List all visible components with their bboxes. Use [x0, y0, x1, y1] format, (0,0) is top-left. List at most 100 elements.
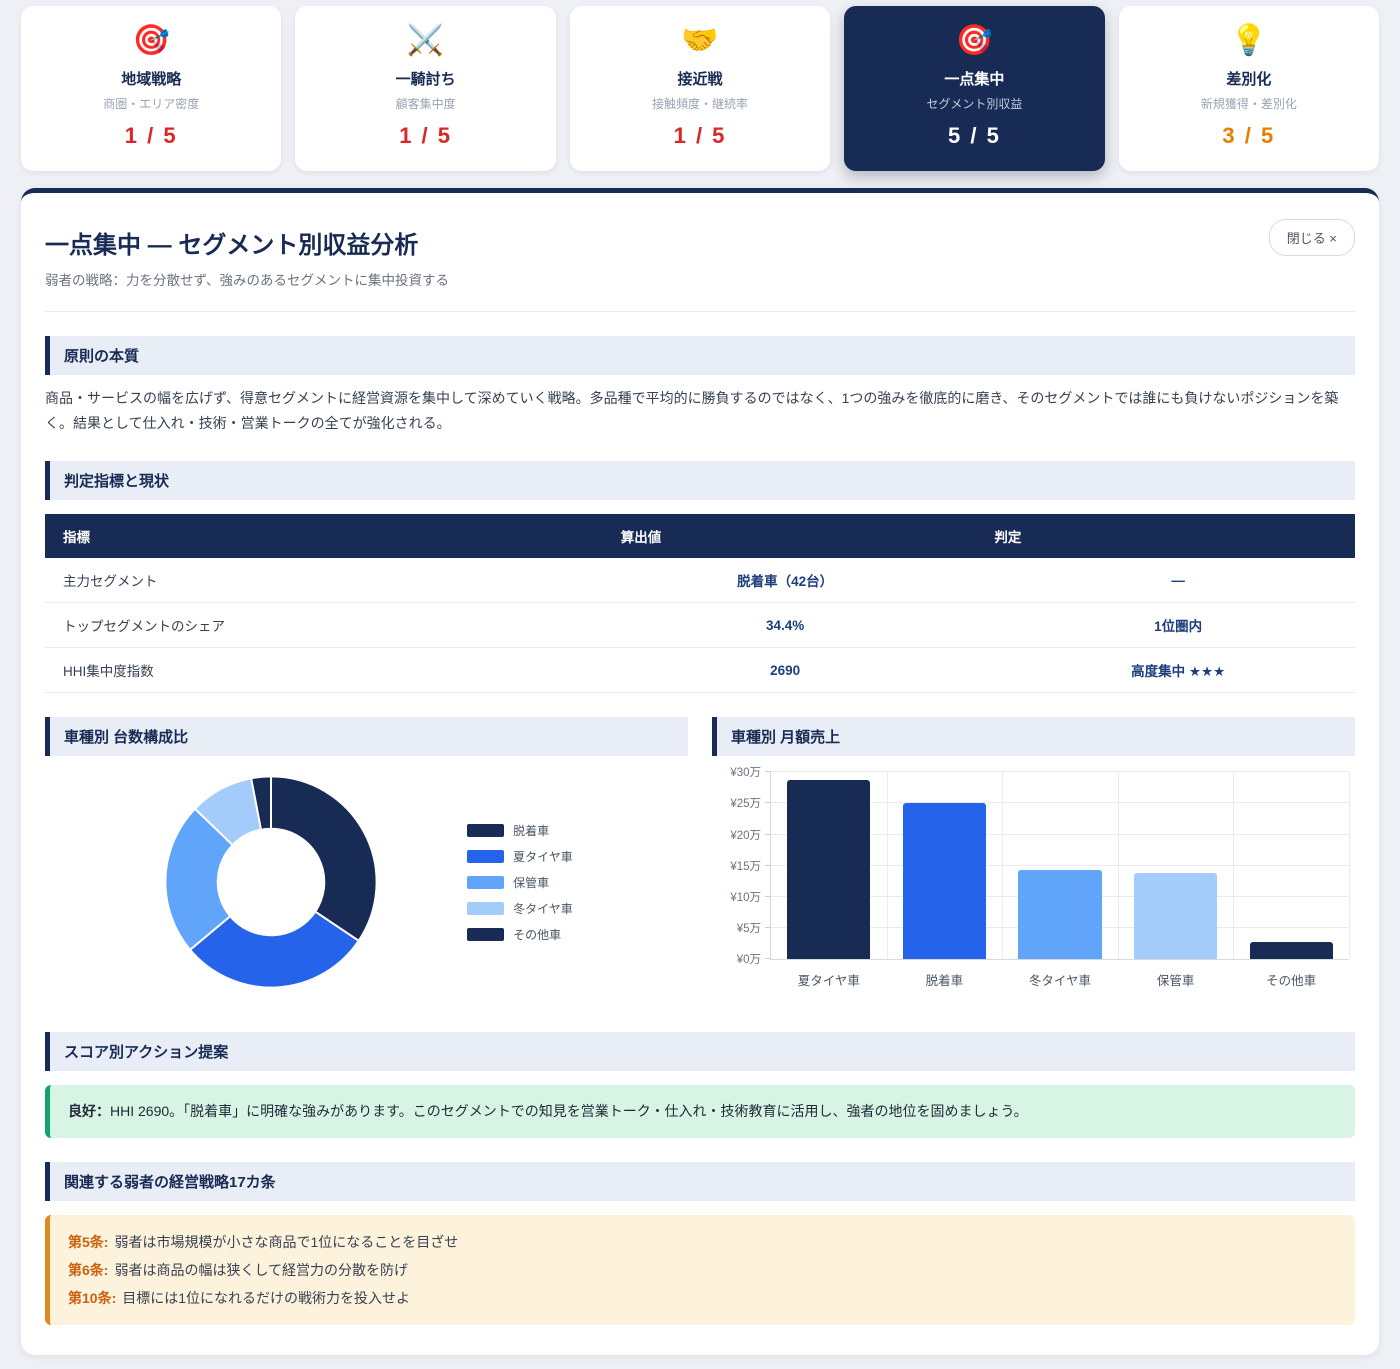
card-subtitle: 接触頻度・継続率: [652, 96, 749, 111]
legend-label: 保管車: [513, 875, 550, 890]
card-title: 一点集中: [944, 70, 1005, 88]
donut-legend: 脱着車 夏タイヤ車 保管車 冬タイヤ車: [467, 822, 573, 943]
h-gridline: [771, 864, 1349, 866]
metric-value: 2690: [770, 662, 801, 678]
h-gridline: [771, 771, 1349, 773]
metric-name: トップセグメントのシェア: [63, 619, 225, 635]
y-axis-label: ¥5万: [736, 923, 761, 936]
legend-chip: [467, 849, 505, 863]
article-line: 第5条: 弱者は市場規模が小さな商品で1位になることを目ざせ: [68, 1228, 1337, 1256]
crossed-swords-icon: ⚔️: [406, 24, 445, 57]
article-number-label: 第10条:: [68, 1289, 117, 1306]
page-subtitle: 弱者の戦略：力を分散せず、強みのあるセグメントに集中投資する: [45, 272, 450, 288]
metric-name: HHI集中度指数: [63, 664, 154, 680]
article-number-label: 第6条:: [68, 1261, 109, 1278]
panel-header: 一点集中 ― セグメント別収益分析 弱者の戦略：力を分散せず、強みのあるセグメン…: [45, 218, 1355, 289]
metric-value: 脱着車（42台）: [737, 574, 834, 590]
donut-chart-svg: [164, 775, 378, 989]
table-row: トップセグメントのシェア 34.4% 1位圏内: [45, 603, 1355, 649]
metric-value: 34.4%: [766, 617, 805, 633]
legend-item[interactable]: 冬タイヤ車: [467, 900, 573, 917]
legend-item[interactable]: その他車: [467, 926, 573, 943]
article-text: 弱者は商品の幅は狭くして経営力の分散を防げ: [114, 1261, 409, 1278]
article-text: 目標には1位になれるだけの戦術力を投入せよ: [122, 1289, 411, 1306]
card-title: 地域戦略: [121, 70, 182, 88]
y-tick: [765, 958, 771, 960]
h-gridline: [771, 802, 1349, 804]
card-close-combat[interactable]: 🤝 接近戦 接触頻度・継続率 1 / 5: [569, 6, 831, 171]
legend-label: 脱着車: [513, 823, 550, 838]
h-gridline: [771, 833, 1349, 835]
charts-row: 車種別 台数構成比 脱着車 夏タイヤ車 保管車: [45, 717, 1355, 1008]
header-divider: [45, 310, 1355, 312]
table-row: HHI集中度指数 2690 高度集中 ★★★: [45, 648, 1355, 694]
table-header-row: 指標 算出値 判定: [45, 514, 1355, 559]
y-axis-label: ¥10万: [730, 891, 761, 904]
card-title: 差別化: [1226, 70, 1272, 88]
x-axis-label: 冬タイヤ車: [1028, 974, 1092, 989]
card-differentiation[interactable]: 💡 差別化 新規獲得・差別化 3 / 5: [1118, 6, 1380, 171]
card-regional-strategy[interactable]: 🎯 地域戦略 商圏・エリア密度 1 / 5: [21, 6, 282, 171]
section-heading-donut-chart: 車種別 台数構成比: [45, 717, 688, 757]
dartboard-icon: 🎯: [132, 24, 170, 57]
y-axis-label: ¥15万: [730, 860, 761, 873]
bar-夏タイヤ車: [787, 780, 871, 960]
card-single-focus-selected[interactable]: 🎯 一点集中 セグメント別収益 5 / 5: [844, 6, 1105, 171]
legend-label: 冬タイヤ車: [513, 901, 573, 916]
y-axis-label: ¥0万: [736, 954, 761, 967]
y-tick: [765, 833, 771, 835]
card-title: 一騎討ち: [395, 70, 456, 88]
action-status-label: 良好：: [68, 1103, 110, 1120]
page-title: 一点集中 ― セグメント別収益分析: [45, 231, 419, 259]
card-title: 接近戦: [677, 70, 723, 88]
article-line: 第10条: 目標には1位になれるだけの戦術力を投入せよ: [68, 1284, 1337, 1312]
y-tick: [765, 802, 771, 804]
metric-judgment: —: [1171, 572, 1185, 588]
legend-chip: [467, 823, 505, 837]
card-subtitle: 商圏・エリア密度: [103, 96, 200, 111]
section-heading-bar-chart: 車種別 月額売上: [712, 717, 1355, 757]
y-tick: [765, 927, 771, 929]
section-heading-principle: 原則の本質: [45, 335, 1355, 375]
metric-name: 主力セグメント: [63, 574, 158, 590]
x-axis-label: 脱着車: [925, 974, 964, 989]
v-gridline: [1117, 772, 1119, 960]
handshake-icon: 🤝: [681, 24, 719, 57]
legend-item[interactable]: 保管車: [467, 874, 573, 891]
dartboard-icon: 🎯: [955, 24, 994, 57]
v-gridline: [1002, 772, 1004, 960]
strategy-score-cards: 🎯 地域戦略 商圏・エリア密度 1 / 5 ⚔️ 一騎討ち 顧客集中度 1 / …: [0, 0, 1400, 171]
articles-callout: 第5条: 弱者は市場規模が小さな商品で1位になることを目ざせ 第6条: 弱者は商品の…: [45, 1214, 1355, 1325]
close-button[interactable]: 閉じる ×: [1268, 218, 1355, 256]
v-gridline: [1349, 772, 1350, 960]
table-row: 主力セグメント 脱着車（42台） —: [45, 558, 1355, 604]
metric-judgment: 1位圏内: [1154, 619, 1203, 635]
section-heading-articles: 関連する弱者の経営戦略17カ条: [45, 1161, 1355, 1201]
donut-slice-保管車: [164, 807, 235, 952]
principle-body-text: 商品・サービスの幅を広げず、得意セグメントに経営資源を集中して深めていく戦略。多…: [45, 389, 1339, 432]
bar-その他車: [1249, 941, 1333, 960]
bar-chart-plot-area: ¥0万 ¥5万 ¥10万 ¥15万 ¥20万 ¥25万 ¥30万 夏タイヤ車 脱着車 冬タイヤ車 保…: [730, 767, 1350, 988]
legend-item[interactable]: 脱着車: [467, 822, 573, 839]
card-score: 3 / 5: [1222, 122, 1276, 148]
legend-chip: [467, 927, 505, 941]
card-subtitle: 顧客集中度: [395, 96, 456, 111]
donut-chart-section: 車種別 台数構成比 脱着車 夏タイヤ車 保管車: [45, 717, 688, 1008]
card-one-on-one[interactable]: ⚔️ 一騎討ち 顧客集中度 1 / 5: [295, 6, 556, 171]
legend-label: その他車: [513, 927, 562, 942]
legend-label: 夏タイヤ車: [513, 849, 573, 864]
metric-judgment: 高度集中 ★★★: [1131, 664, 1226, 680]
legend-chip: [467, 901, 505, 915]
donut-chart: 脱着車 夏タイヤ車 保管車 冬タイヤ車: [45, 756, 688, 994]
y-axis-label: ¥25万: [730, 798, 761, 811]
y-axis-label: ¥30万: [730, 767, 761, 780]
y-tick: [765, 895, 771, 897]
light-bulb-icon: 💡: [1230, 24, 1268, 57]
detail-panel: 一点集中 ― セグメント別収益分析 弱者の戦略：力を分散せず、強みのあるセグメン…: [21, 187, 1379, 1355]
x-axis-label: その他車: [1266, 974, 1317, 989]
donut-slice-脱着車: [270, 775, 378, 943]
article-number-label: 第5条:: [68, 1233, 109, 1250]
legend-item[interactable]: 夏タイヤ車: [467, 848, 573, 865]
bar-保管車: [1133, 872, 1218, 960]
card-subtitle: 新規獲得・差別化: [1200, 96, 1297, 111]
